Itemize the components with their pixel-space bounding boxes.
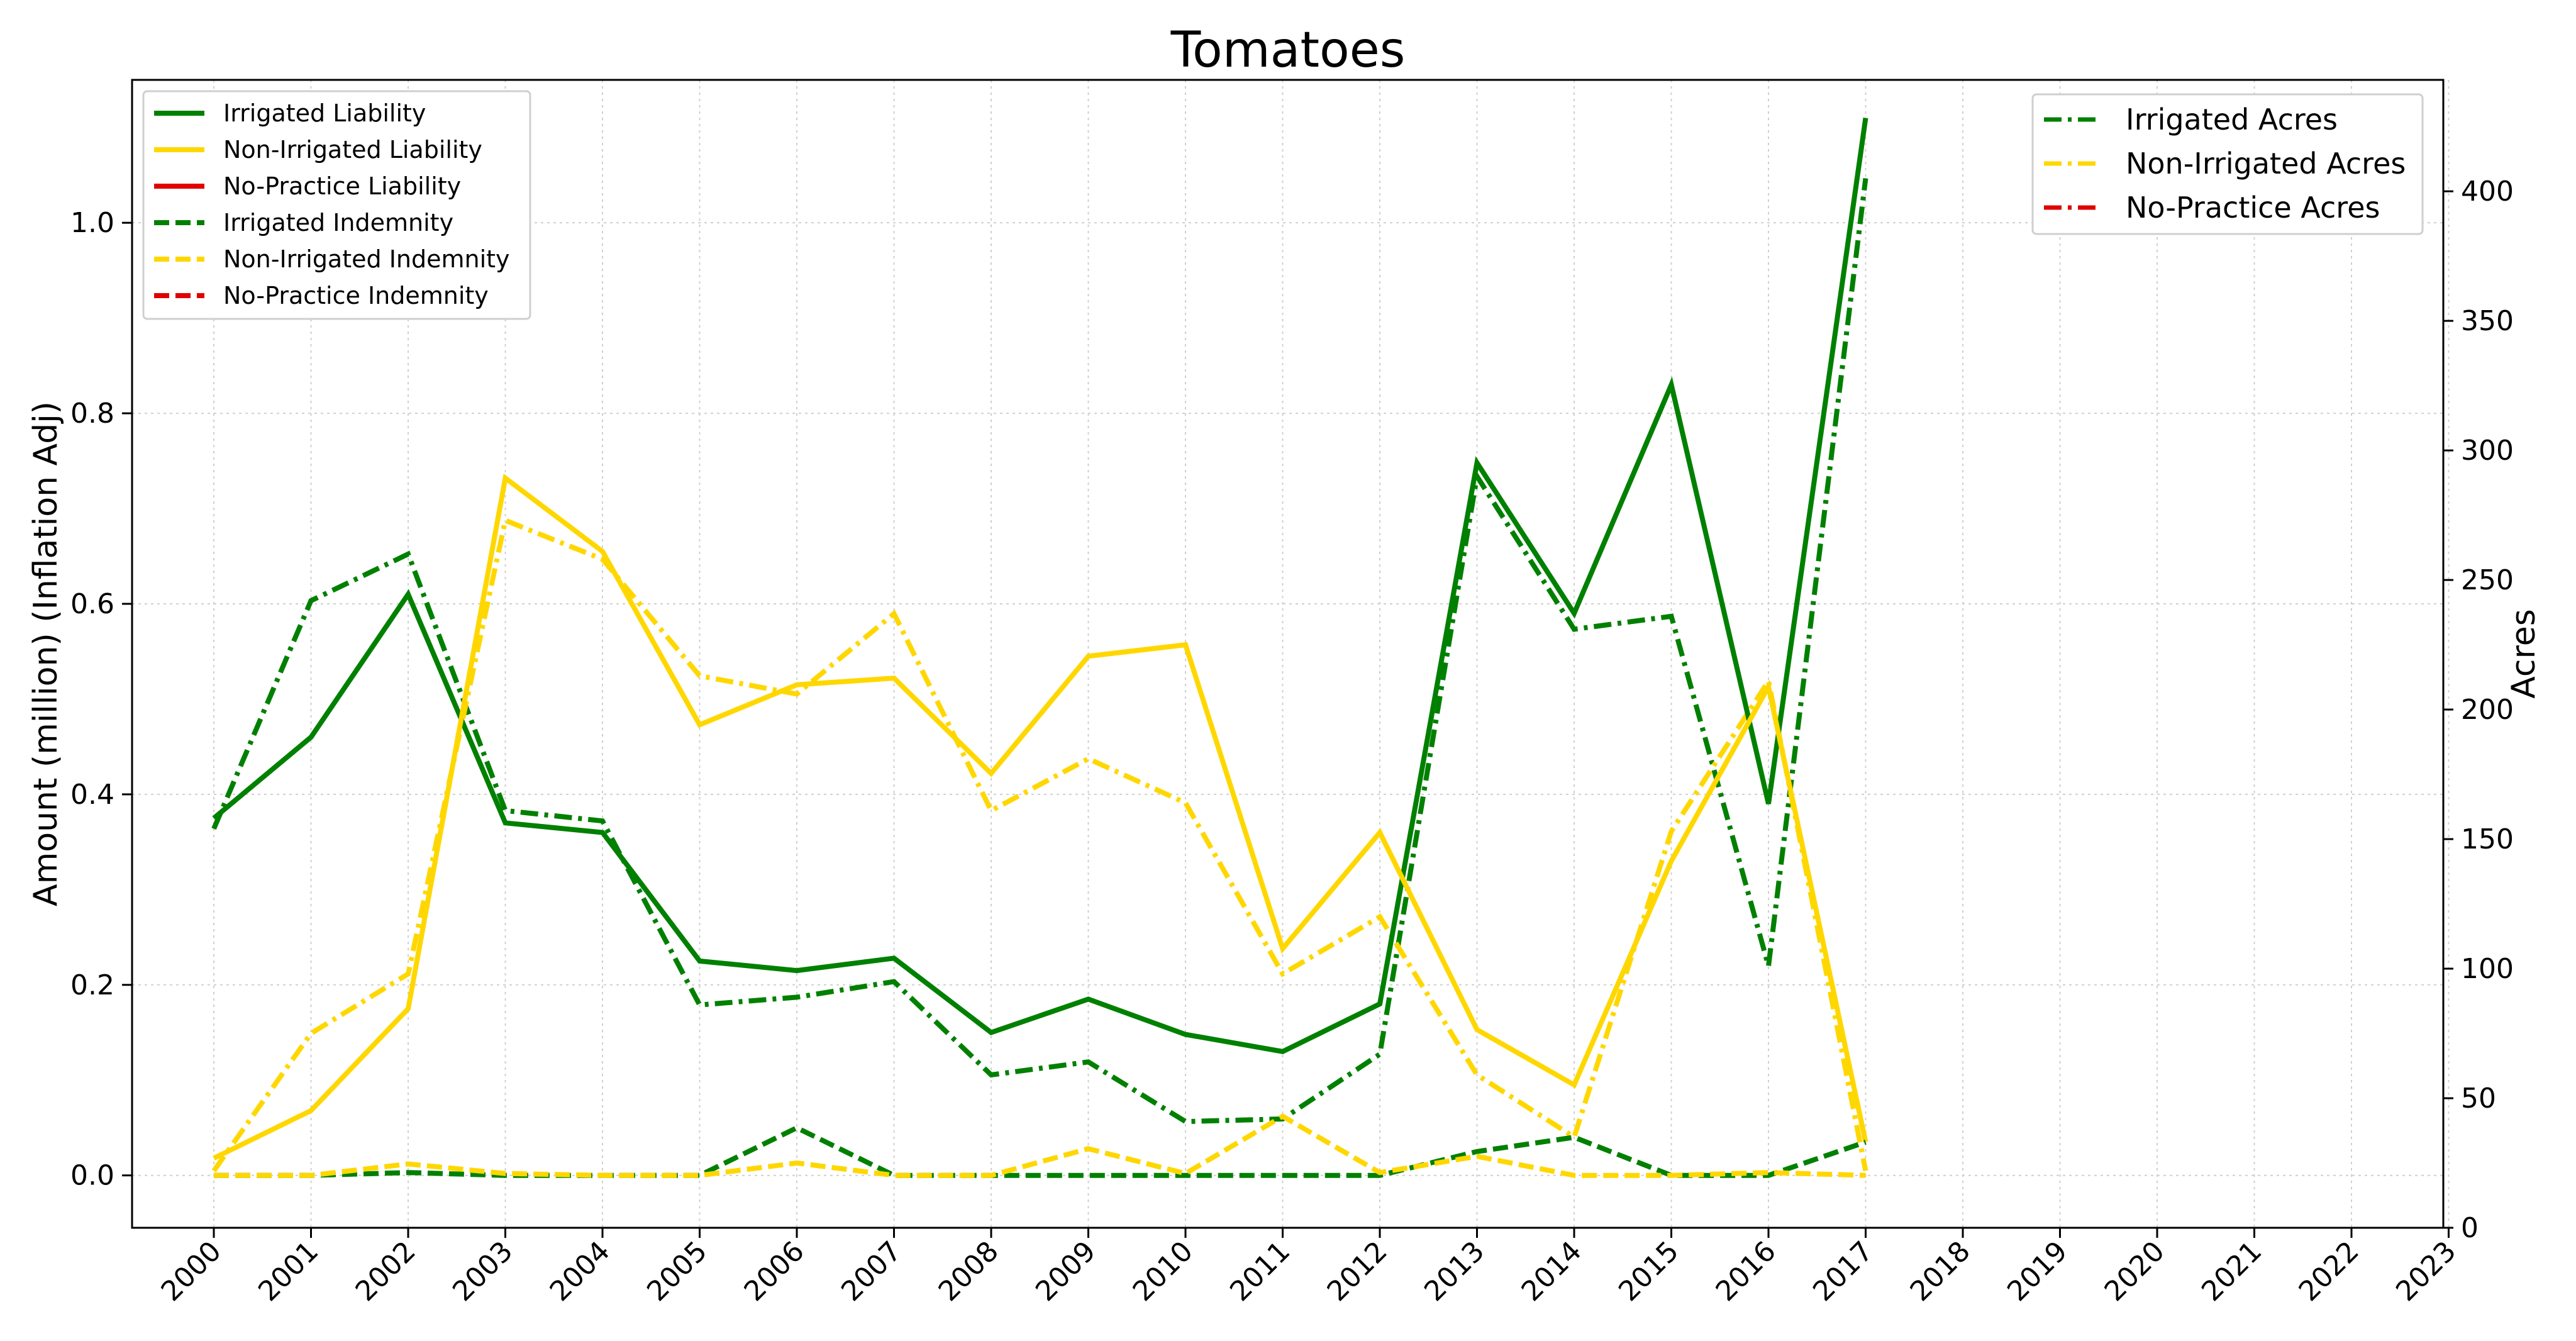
- y-tick-label-right: 350: [2461, 305, 2514, 337]
- series-line-irrigated-acres: [211, 178, 1868, 1125]
- series-line-non-irrigated-indemnity: [214, 1113, 1866, 1178]
- grid: [132, 80, 2450, 1228]
- x-tick-label: 2019: [2001, 1235, 2074, 1308]
- x-tick-label: 2022: [2293, 1235, 2365, 1308]
- x-tick-label: 2008: [933, 1235, 1005, 1308]
- x-tick-label: 2016: [1710, 1235, 1782, 1308]
- x-tick-label: 2002: [350, 1235, 422, 1308]
- legend-right: Irrigated Acres Non-Irrigated Acres No-Pra…: [2031, 93, 2424, 235]
- legend-label: Non-Irrigated Liability: [223, 136, 482, 164]
- y-tick-label-right: 150: [2461, 823, 2514, 855]
- x-tick-label: 2012: [1321, 1235, 1394, 1308]
- legend-label: No-Practice Acres: [2126, 191, 2380, 225]
- y-tick-label-right: 300: [2461, 435, 2514, 467]
- x-tick-label: 2009: [1030, 1235, 1102, 1308]
- x-tick-label: 2003: [447, 1235, 519, 1308]
- legend-label: Irrigated Liability: [223, 99, 426, 127]
- y-tick-label-left: 0.2: [70, 969, 114, 1001]
- y-tick-label-left: 1.0: [70, 207, 114, 239]
- y-tick-label-left: 0.4: [70, 779, 114, 811]
- x-tick-label: 2006: [738, 1235, 811, 1308]
- legend-box-right: [2031, 93, 2424, 235]
- y-axis-label-right: Acres: [2505, 609, 2543, 699]
- x-tick-label: 2000: [155, 1235, 228, 1308]
- x-tick-label: 2018: [1904, 1235, 1977, 1308]
- y-tick-label-right: 100: [2461, 953, 2514, 985]
- x-tick-label: 2021: [2196, 1235, 2268, 1308]
- legend-box-left: [142, 90, 531, 320]
- x-tick-label: 2023: [2390, 1235, 2462, 1308]
- plot-frame: [131, 79, 2445, 1229]
- y-tick-label-left: 0.0: [70, 1160, 114, 1192]
- y-tick-label-left: 0.8: [70, 398, 114, 430]
- chart-title: Tomatoes: [1170, 22, 1406, 79]
- x-tick-label: 2004: [544, 1235, 616, 1308]
- legend-label: Irrigated Acres: [2126, 103, 2338, 136]
- series-line-non-irrigated-acres: [211, 516, 1868, 1172]
- series-line-irrigated-indemnity: [214, 1125, 1867, 1178]
- x-tick-label: 2015: [1613, 1235, 1685, 1308]
- x-tick-label: 2011: [1224, 1235, 1296, 1308]
- series-line-irrigated-liability: [212, 118, 1868, 1054]
- legend-label: No-Practice Liability: [223, 172, 461, 200]
- x-tick-label: 2014: [1516, 1235, 1588, 1308]
- y-tick-label-right: 400: [2461, 175, 2514, 208]
- x-tick-label: 2005: [641, 1235, 713, 1308]
- legend-label: Non-Irrigated Indemnity: [223, 245, 510, 273]
- legend-label: Irrigated Indemnity: [223, 209, 453, 236]
- legend-label: Non-Irrigated Acres: [2126, 147, 2406, 181]
- y-tick-label-right: 0: [2461, 1212, 2479, 1244]
- y-tick-label-right: 50: [2461, 1082, 2496, 1115]
- x-tick-label: 2013: [1418, 1235, 1491, 1308]
- x-tick-label: 2010: [1127, 1235, 1199, 1308]
- x-tick-label: 2020: [2099, 1235, 2171, 1308]
- y-tick-label-right: 200: [2461, 694, 2514, 726]
- y-tick-label-right: 250: [2461, 564, 2514, 596]
- ticks: 2000 2001 2002 2003 2004 2005 2006 2007 2008 2009…: [70, 175, 2514, 1308]
- y-axis-label-left: Amount (million) (Inflation Adj): [27, 401, 65, 906]
- series-line-non-irrigated-liability: [213, 474, 1868, 1160]
- y-tick-label-left: 0.6: [70, 588, 114, 620]
- legend-left: Irrigated Liability Non-Irrigated Liabili…: [142, 90, 531, 320]
- x-tick-label: 2007: [835, 1235, 908, 1308]
- series-layer: [211, 118, 1868, 1178]
- legend-label: No-Practice Indemnity: [223, 282, 489, 309]
- x-tick-label: 2001: [252, 1235, 325, 1308]
- x-tick-label: 2017: [1807, 1235, 1879, 1308]
